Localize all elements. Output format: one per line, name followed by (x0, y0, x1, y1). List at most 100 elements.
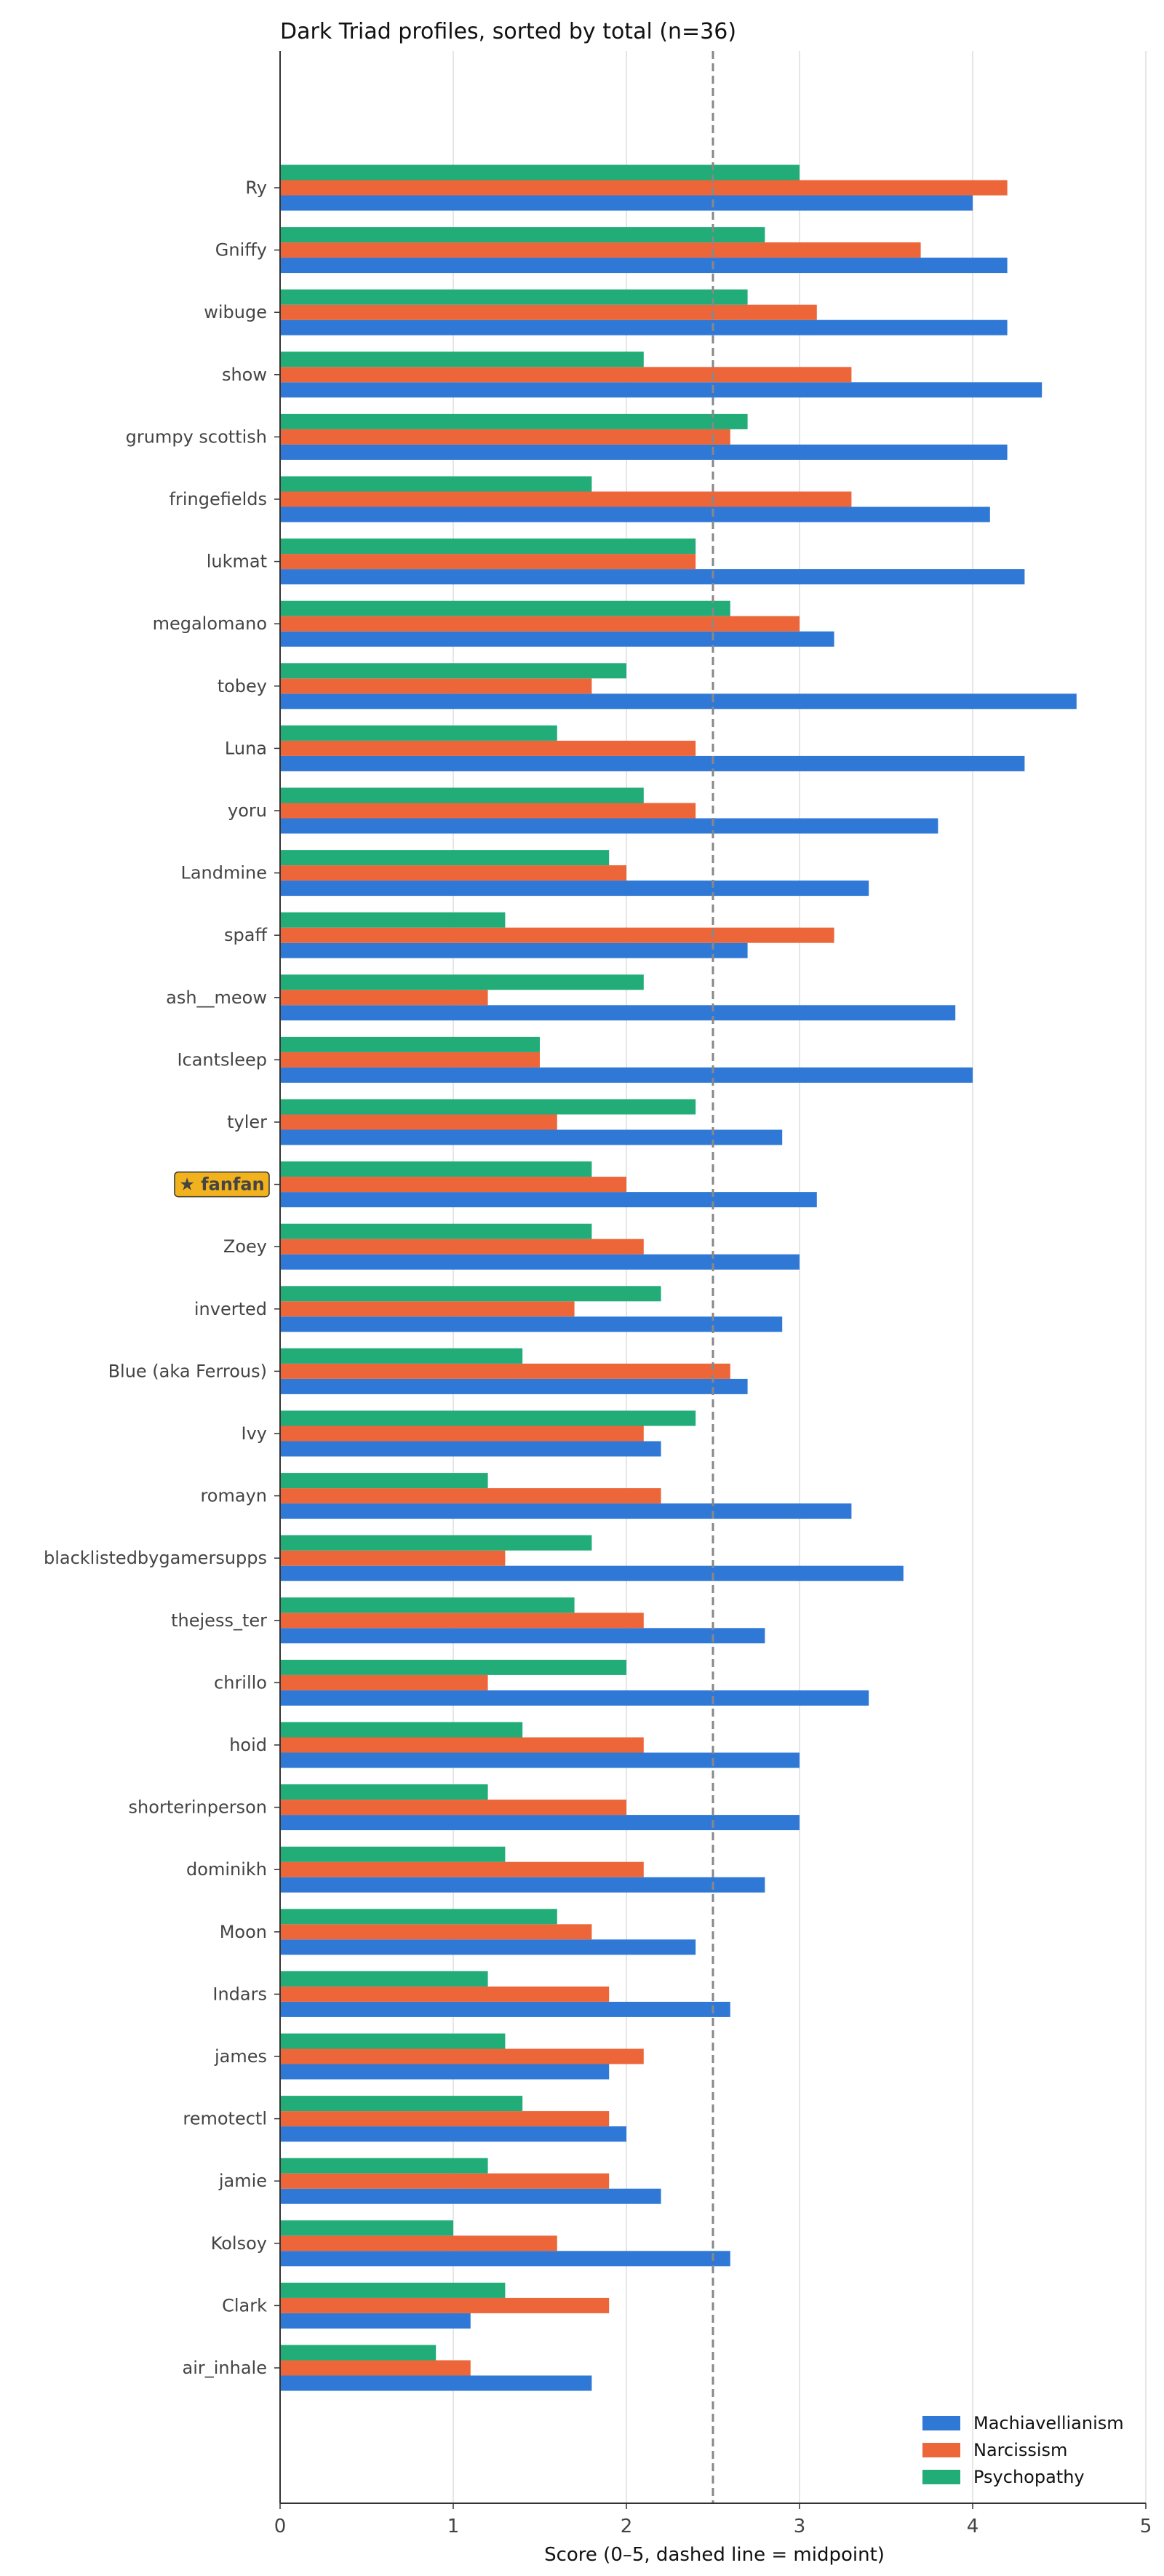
bar-psychopathy-0 (280, 164, 800, 180)
bar-machiavellianism-8 (280, 693, 1077, 709)
bar-narcissism-21 (280, 1488, 661, 1504)
bar-narcissism-13 (280, 990, 488, 1006)
bar-psychopathy-16 (280, 1161, 592, 1177)
legend-label-narcissism: Narcissism (973, 2440, 1067, 2460)
legend: Machiavellianism Narcissism Psychopathy (922, 2413, 1124, 2487)
y-tick-label-33: Kolsoy (211, 2233, 267, 2254)
bar-psychopathy-13 (280, 974, 644, 990)
bar-machiavellianism-14 (280, 1067, 973, 1083)
bar-psychopathy-28 (280, 1909, 557, 1925)
bar-psychopathy-14 (280, 1036, 540, 1052)
y-tick-label-7: megalomano (153, 613, 267, 634)
bar-narcissism-7 (280, 616, 800, 632)
bar-psychopathy-29 (280, 1971, 488, 1987)
x-tick-label-5: 5 (1140, 2516, 1152, 2537)
bar-machiavellianism-11 (280, 880, 869, 897)
bar-psychopathy-20 (280, 1410, 696, 1426)
bar-machiavellianism-27 (280, 1877, 765, 1893)
bar-machiavellianism-35 (280, 2375, 592, 2391)
bar-narcissism-1 (280, 242, 921, 258)
x-tick-label-4: 4 (967, 2516, 979, 2537)
bar-psychopathy-11 (280, 850, 610, 866)
bar-machiavellianism-9 (280, 755, 1025, 771)
bar-narcissism-3 (280, 367, 852, 383)
bar-machiavellianism-17 (280, 1254, 800, 1270)
highlight-badge (174, 1171, 270, 1198)
y-tick-label-27: dominikh (186, 1859, 267, 1880)
bar-machiavellianism-32 (280, 2188, 661, 2204)
bar-psychopathy-22 (280, 1535, 592, 1551)
bar-machiavellianism-30 (280, 2064, 610, 2080)
y-tick-label-3: show (222, 365, 267, 385)
bar-machiavellianism-31 (280, 2126, 626, 2142)
bar-narcissism-23 (280, 1613, 644, 1629)
bar-psychopathy-1 (280, 227, 765, 243)
bar-narcissism-2 (280, 304, 817, 320)
bar-machiavellianism-34 (280, 2313, 471, 2329)
bar-machiavellianism-21 (280, 1503, 852, 1519)
bar-machiavellianism-7 (280, 631, 834, 647)
y-tick-label-2: wibuge (204, 302, 267, 322)
legend-swatch-machiavellianism (922, 2416, 960, 2430)
bar-narcissism-6 (280, 554, 696, 570)
y-tick-label-4: grumpy scottish (126, 426, 267, 447)
bar-narcissism-0 (280, 180, 1008, 196)
bar-machiavellianism-6 (280, 569, 1025, 585)
bar-narcissism-20 (280, 1426, 644, 1442)
bar-psychopathy-31 (280, 2096, 523, 2112)
y-tick-label-26: shorterinperson (129, 1797, 267, 1818)
y-tick-label-10: yoru (228, 800, 267, 821)
bar-machiavellianism-29 (280, 2001, 730, 2017)
bar-narcissism-24 (280, 1674, 488, 1690)
axis-layer (274, 51, 1147, 2509)
y-tick-label-28: Moon (220, 1922, 267, 1942)
bar-narcissism-34 (280, 2297, 610, 2313)
bar-narcissism-18 (280, 1301, 575, 1317)
bar-psychopathy-21 (280, 1473, 488, 1489)
bar-machiavellianism-15 (280, 1129, 783, 1145)
bar-machiavellianism-33 (280, 2251, 730, 2267)
y-tick-label-highlight: ★ fanfan (179, 1174, 264, 1195)
y-tick-label-11: Landmine (180, 863, 267, 883)
bar-psychopathy-4 (280, 413, 748, 429)
bar-psychopathy-32 (280, 2158, 488, 2174)
bar-machiavellianism-18 (280, 1316, 783, 1332)
bar-machiavellianism-13 (280, 1005, 956, 1021)
y-tick-label-22: blacklistedbygamersupps (44, 1548, 267, 1568)
bar-narcissism-9 (280, 740, 696, 756)
legend-label-machiavellianism: Machiavellianism (973, 2413, 1124, 2433)
bar-machiavellianism-2 (280, 319, 1008, 335)
y-tick-label-34: Clark (222, 2295, 267, 2315)
legend-swatch-psychopathy (922, 2470, 960, 2484)
y-tick-label-8: tobey (218, 676, 267, 696)
bar-narcissism-15 (280, 1114, 557, 1130)
bar-machiavellianism-1 (280, 258, 1008, 274)
chart-title: Dark Triad profiles, sorted by total (n=… (280, 19, 736, 44)
y-tick-label-20: Ivy (242, 1423, 267, 1444)
bar-psychopathy-17 (280, 1223, 592, 1239)
bar-psychopathy-34 (280, 2282, 506, 2298)
bar-machiavellianism-4 (280, 444, 1008, 460)
y-tick-label-0: Ry (245, 178, 267, 198)
y-tick-label-18: inverted (194, 1299, 267, 1319)
x-tick-label-3: 3 (794, 2516, 806, 2537)
bar-narcissism-8 (280, 678, 592, 694)
y-tick-label-19: Blue (aka Ferrous) (108, 1361, 267, 1381)
bar-narcissism-12 (280, 927, 834, 943)
bar-psychopathy-30 (280, 2033, 506, 2049)
bar-machiavellianism-28 (280, 1939, 696, 1955)
bar-psychopathy-10 (280, 787, 644, 803)
x-tick-label-1: 1 (447, 2516, 460, 2537)
y-tick-label-9: Luna (225, 738, 267, 758)
x-tick-label-2: 2 (621, 2516, 633, 2537)
y-tick-label-24: chrillo (214, 1672, 267, 1693)
bar-machiavellianism-19 (280, 1378, 748, 1394)
bar-narcissism-25 (280, 1737, 644, 1753)
bar-narcissism-10 (280, 803, 696, 819)
bar-narcissism-5 (280, 491, 852, 507)
y-tick-label-17: Zoey (223, 1236, 267, 1257)
y-tick-label-30: james (214, 2046, 267, 2067)
bar-psychopathy-15 (280, 1099, 696, 1115)
bar-psychopathy-26 (280, 1784, 488, 1800)
y-tick-label-23: thejess_ter (171, 1610, 267, 1631)
